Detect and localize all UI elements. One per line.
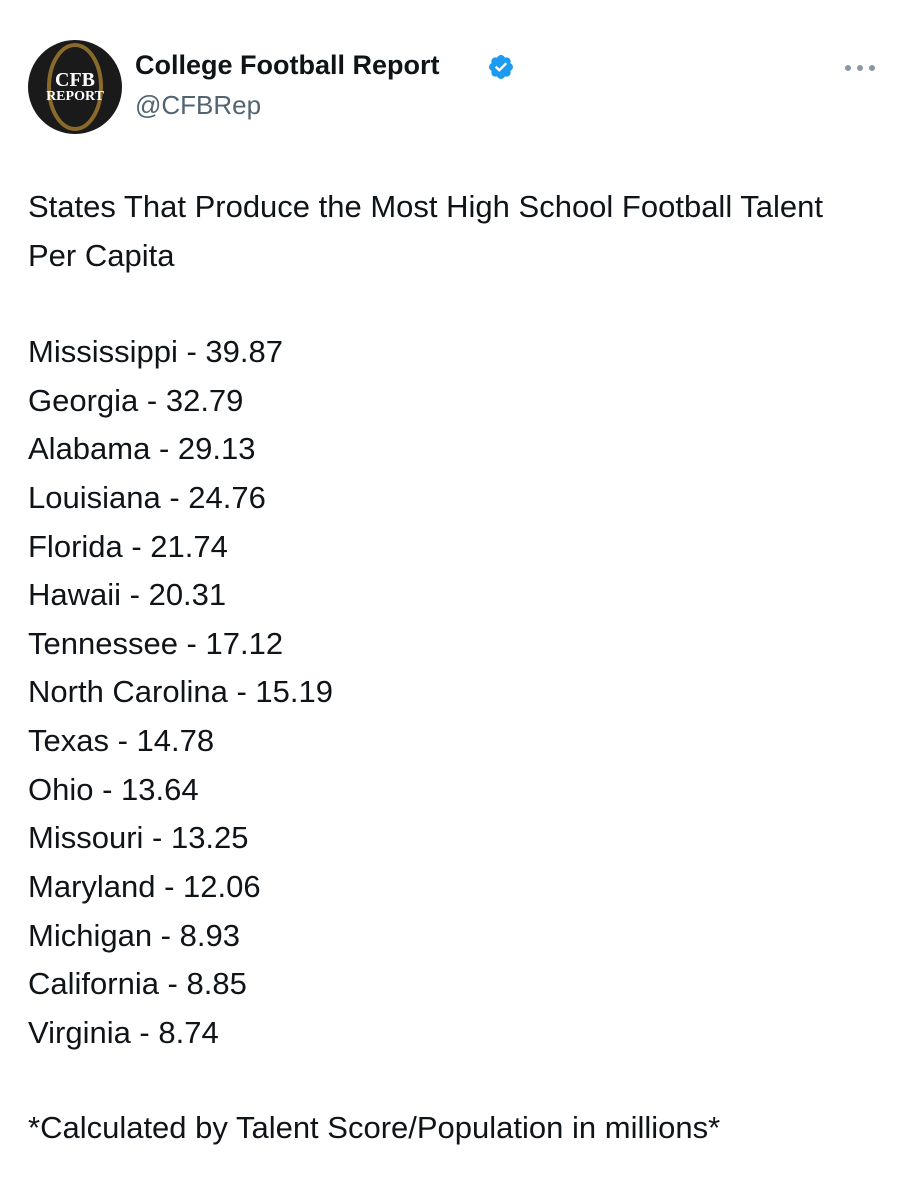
ranking-item: Texas - 14.78 bbox=[28, 723, 215, 759]
ranking-list: Mississippi - 39.87 Georgia - 32.79 Alabam… bbox=[28, 328, 333, 1058]
ranking-item: Ohio - 13.64 bbox=[28, 771, 199, 807]
verified-badge bbox=[489, 55, 513, 79]
ranking-item: Hawaii - 20.31 bbox=[28, 577, 227, 613]
ranking-item: Missouri - 13.25 bbox=[28, 820, 249, 856]
ranking-item: Mississippi - 39.87 bbox=[28, 334, 283, 369]
ranking-item: Alabama - 29.13 bbox=[28, 431, 256, 467]
avatar[interactable]: CFB REPORT bbox=[28, 40, 122, 134]
avatar-logo bbox=[47, 43, 103, 131]
ranking-item: North Carolina - 15.19 bbox=[28, 674, 333, 710]
footnote: *Calculated by Talent Score/Population i… bbox=[28, 1110, 721, 1145]
more-button[interactable] bbox=[840, 58, 880, 78]
ranking-item: Michigan - 8.93 bbox=[28, 917, 240, 953]
ranking-item: Florida - 21.74 bbox=[28, 528, 228, 564]
avatar-text: REPORT bbox=[46, 89, 104, 104]
ranking-item: Maryland - 12.06 bbox=[28, 869, 261, 905]
ranking-item: Tennessee - 17.12 bbox=[28, 625, 284, 661]
ranking-item: Louisiana - 24.76 bbox=[28, 479, 266, 515]
ranking-item: Georgia - 32.79 bbox=[28, 382, 244, 418]
display-name[interactable]: College Football Report bbox=[135, 50, 440, 80]
ranking-item: Virginia - 8.74 bbox=[28, 1014, 219, 1050]
ranking-item: California - 8.85 bbox=[28, 966, 247, 1002]
handle[interactable]: @CFBRep bbox=[135, 90, 262, 120]
tweet-title: States That Produce the Most High School… bbox=[28, 189, 823, 273]
avatar-text: CFB bbox=[55, 69, 95, 91]
